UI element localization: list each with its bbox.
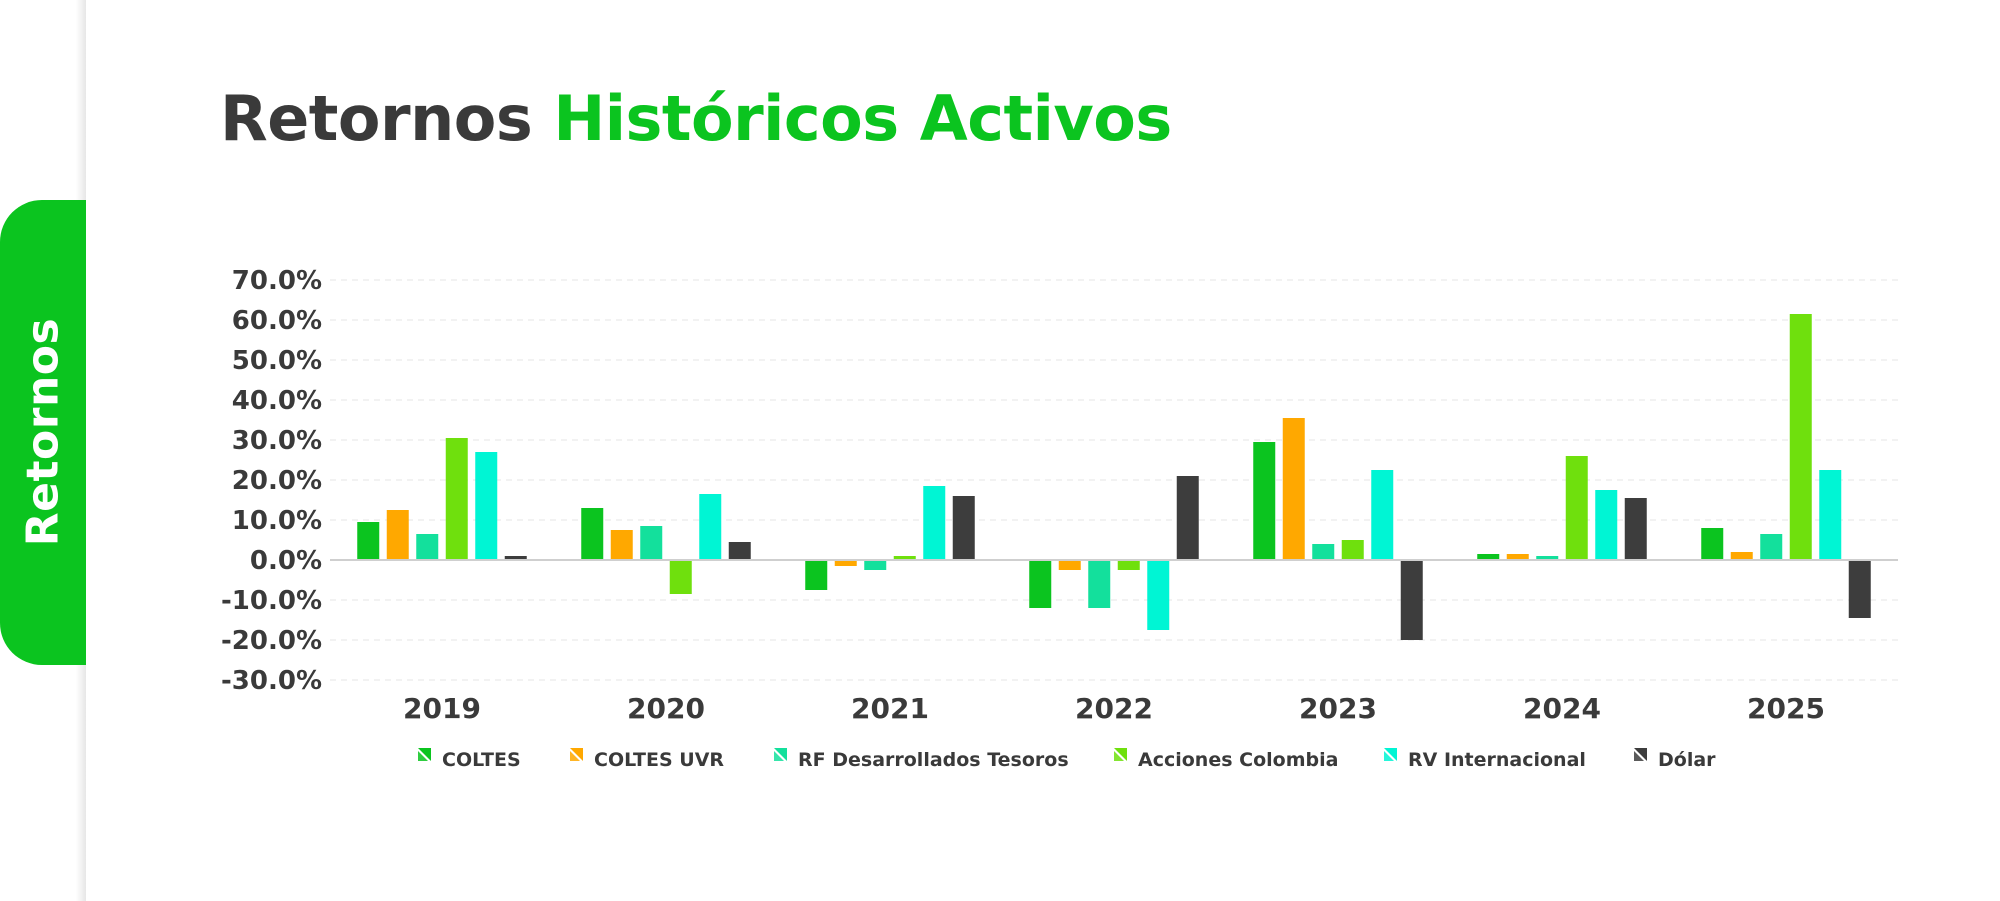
gridlines bbox=[330, 279, 1898, 681]
y-tick-label: 30.0% bbox=[232, 426, 322, 456]
bar bbox=[357, 522, 380, 560]
bar bbox=[1371, 470, 1394, 560]
title-part-green: Históricos Activos bbox=[553, 82, 1172, 155]
y-axis-ticks: 70.0% 60.0% 50.0% 40.0% 30.0% 20.0% 10.0% 0.0% -… bbox=[221, 266, 322, 696]
bar bbox=[1088, 560, 1111, 608]
bars bbox=[357, 314, 1871, 640]
bar bbox=[1595, 490, 1618, 560]
bar bbox=[1147, 560, 1170, 630]
bar bbox=[416, 534, 439, 560]
bar bbox=[805, 560, 828, 590]
bar bbox=[1536, 556, 1559, 560]
y-tick-label: 20.0% bbox=[232, 466, 322, 496]
legend-marker-icon bbox=[1114, 748, 1127, 761]
legend-label: Dólar bbox=[1658, 749, 1716, 771]
legend-marker-icon bbox=[1384, 748, 1397, 761]
bar bbox=[1506, 554, 1529, 560]
bar bbox=[923, 486, 946, 560]
bar bbox=[1282, 418, 1305, 560]
x-tick-label: 2024 bbox=[1523, 692, 1601, 725]
bar bbox=[1789, 314, 1812, 560]
bar bbox=[728, 542, 751, 560]
bar bbox=[445, 438, 468, 560]
bar bbox=[1058, 560, 1081, 570]
bar bbox=[893, 556, 916, 560]
y-tick-label: 60.0% bbox=[232, 306, 322, 336]
x-tick-label: 2021 bbox=[851, 692, 929, 725]
legend-marker-icon bbox=[774, 748, 787, 761]
bar bbox=[864, 560, 887, 570]
bar bbox=[1341, 540, 1364, 560]
bar bbox=[581, 508, 604, 560]
y-tick-label: 70.0% bbox=[232, 266, 322, 296]
x-tick-label: 2020 bbox=[627, 692, 705, 725]
bar bbox=[1029, 560, 1052, 608]
bar bbox=[699, 494, 722, 560]
bar bbox=[504, 556, 527, 560]
bar bbox=[386, 510, 409, 560]
y-tick-label: -20.0% bbox=[221, 626, 322, 656]
bar bbox=[1819, 470, 1842, 560]
bar bbox=[1400, 560, 1423, 640]
bar bbox=[952, 496, 975, 560]
x-tick-label: 2022 bbox=[1075, 692, 1153, 725]
x-axis-ticks: 2019 2020 2021 2022 2023 2024 2025 bbox=[403, 692, 1825, 725]
side-tab bbox=[0, 200, 86, 665]
legend-label: RF Desarrollados Tesoros bbox=[798, 749, 1069, 771]
bar bbox=[1176, 476, 1199, 560]
bar bbox=[1701, 528, 1724, 560]
y-tick-label: 10.0% bbox=[232, 506, 322, 536]
legend-label: Acciones Colombia bbox=[1138, 749, 1338, 771]
x-tick-label: 2023 bbox=[1299, 692, 1377, 725]
legend-marker-icon bbox=[1634, 748, 1647, 761]
legend-marker-icon bbox=[570, 748, 583, 761]
bar bbox=[1312, 544, 1335, 560]
bar bbox=[1477, 554, 1500, 560]
x-tick-label: 2025 bbox=[1747, 692, 1825, 725]
bar bbox=[1624, 498, 1647, 560]
legend: COLTES COLTES UVR RF Desarrollados Tesoros… bbox=[418, 748, 1716, 771]
bar bbox=[1760, 534, 1783, 560]
legend-label: RV Internacional bbox=[1408, 749, 1586, 771]
y-tick-label: 50.0% bbox=[232, 346, 322, 376]
legend-label: COLTES bbox=[442, 749, 521, 771]
bar bbox=[610, 530, 633, 560]
bar bbox=[669, 560, 692, 594]
bar bbox=[1848, 560, 1871, 618]
bar bbox=[475, 452, 498, 560]
legend-label: COLTES UVR bbox=[594, 749, 724, 771]
y-tick-label: 0.0% bbox=[250, 546, 322, 576]
x-tick-label: 2019 bbox=[403, 692, 481, 725]
bar bbox=[1117, 560, 1140, 570]
y-tick-label: 40.0% bbox=[232, 386, 322, 416]
bar bbox=[834, 560, 857, 566]
y-tick-label: -10.0% bbox=[221, 586, 322, 616]
bar bbox=[1253, 442, 1276, 560]
bar bbox=[1730, 552, 1753, 560]
bar bbox=[1565, 456, 1588, 560]
y-tick-label: -30.0% bbox=[221, 666, 322, 696]
bar bbox=[640, 526, 663, 560]
page-title: Retornos Históricos Activos bbox=[220, 82, 1172, 155]
legend-marker-icon bbox=[418, 748, 431, 761]
title-part-dark: Retornos bbox=[220, 82, 554, 155]
